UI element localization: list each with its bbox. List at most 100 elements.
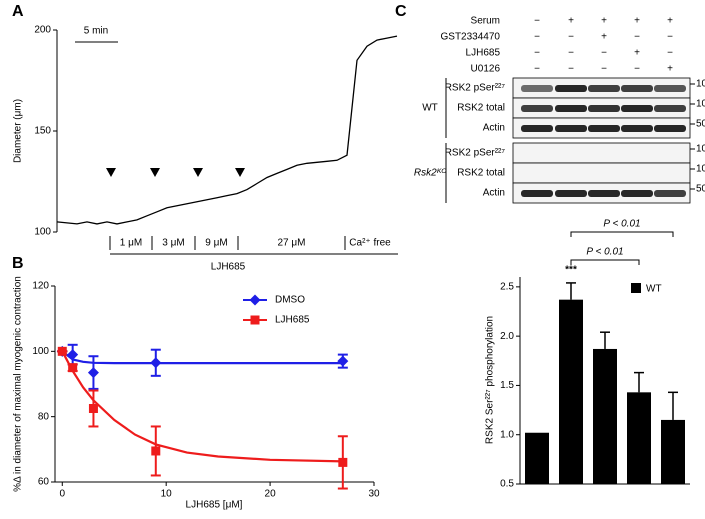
y-tick-label: 60	[38, 477, 50, 488]
x-tick-label: 0	[59, 489, 65, 500]
row-label: Actin	[483, 188, 505, 199]
bar	[559, 299, 583, 484]
blot-band	[588, 125, 620, 132]
x-tick-label: 20	[265, 489, 277, 500]
condition-sign: −	[534, 32, 540, 43]
comparison-label: P < 0.01	[603, 219, 640, 230]
condition-sign: +	[601, 16, 607, 27]
condition-sign: +	[601, 32, 607, 43]
y-axis-label: Diameter (μm)	[13, 99, 24, 163]
condition-sign: −	[667, 48, 673, 59]
y-tick-label: 150	[34, 126, 51, 137]
fit-curve	[61, 350, 343, 463]
mw-marker: 100	[696, 79, 705, 90]
y-tick-label: 120	[32, 281, 49, 292]
row-label: RSK2 pSer²²⁷	[445, 148, 506, 159]
scale-bar-label: 5 min	[84, 26, 108, 37]
bar	[593, 348, 617, 484]
condition-sign: −	[568, 48, 574, 59]
blot-band	[621, 190, 653, 197]
marker	[87, 367, 99, 379]
blot-band	[621, 125, 653, 132]
group-label: WT	[422, 103, 438, 114]
diameter-trace	[56, 35, 398, 225]
fit-curve	[61, 350, 343, 365]
mw-marker: 100	[696, 144, 705, 155]
condition-sign: +	[568, 16, 574, 27]
blot-band	[621, 85, 653, 92]
x-tick-label: 10	[161, 489, 173, 500]
dose-label: 3 μM	[162, 238, 184, 249]
y-tick-label: 100	[34, 227, 51, 238]
x-axis-label: LJH685 [μM]	[186, 500, 243, 511]
mw-marker: 50	[696, 184, 705, 195]
drug-label: LJH685	[211, 262, 246, 273]
comparison-label: P < 0.01	[586, 247, 623, 258]
blot-frame	[512, 162, 691, 184]
blot-band	[521, 190, 553, 197]
condition-sign: −	[601, 64, 607, 75]
condition-sign: +	[634, 48, 640, 59]
y-tick-label: 2.5	[500, 281, 514, 292]
comparison-bracket	[570, 231, 674, 237]
dose-label: 9 μM	[205, 238, 227, 249]
panel-label: B	[12, 255, 24, 272]
condition-sign: −	[534, 64, 540, 75]
marker	[337, 355, 349, 367]
y-tick-label: 80	[38, 411, 50, 422]
y-tick-label: 2.0	[500, 331, 514, 342]
blot-band	[654, 190, 686, 197]
blot-band	[654, 85, 686, 92]
mw-marker: 50	[696, 119, 705, 130]
y-tick-label: 100	[32, 346, 49, 357]
marker	[150, 357, 162, 369]
group-label: Rsk2ᴷᴼ	[414, 168, 447, 179]
comparison-bracket	[570, 259, 640, 265]
panel-label: C	[395, 3, 407, 20]
marker	[250, 315, 260, 325]
y-tick-label: 0.5	[500, 479, 514, 490]
arrowheads	[106, 168, 245, 177]
bar	[525, 432, 549, 484]
washout-label: Ca²⁺ free	[349, 238, 391, 249]
condition-label: LJH685	[466, 48, 501, 59]
y-tick-label: 1.0	[500, 429, 514, 440]
row-label: Actin	[483, 123, 505, 134]
condition-sign: +	[667, 16, 673, 27]
condition-sign: −	[568, 64, 574, 75]
row-label: RSK2 total	[457, 168, 505, 179]
condition-sign: −	[634, 64, 640, 75]
blot-band	[555, 85, 587, 92]
condition-sign: +	[667, 64, 673, 75]
mw-marker: 100	[696, 99, 705, 110]
blot-band	[588, 105, 620, 112]
panel-label: A	[12, 3, 24, 20]
x-tick-label: 30	[368, 489, 380, 500]
y-tick-label: 1.5	[500, 380, 514, 391]
mw-marker: 100	[696, 164, 705, 175]
y-axis-label: RSK2 Ser²²⁷ phosphorylation	[485, 316, 496, 444]
legend-label: DMSO	[275, 295, 305, 306]
blot-band	[521, 105, 553, 112]
condition-sign: −	[634, 32, 640, 43]
blot-band	[555, 125, 587, 132]
condition-sign: −	[568, 32, 574, 43]
blot-frame	[512, 142, 691, 164]
legend-swatch	[631, 283, 641, 293]
marker	[68, 363, 78, 373]
marker	[67, 349, 79, 361]
legend-label: WT	[646, 284, 662, 295]
condition-sign: −	[534, 48, 540, 59]
condition-label: Serum	[471, 16, 500, 27]
marker	[88, 404, 98, 413]
row-label: RSK2 total	[457, 103, 505, 114]
bar	[627, 392, 651, 484]
condition-sign: −	[534, 16, 540, 27]
bar	[661, 419, 685, 484]
blot-band	[521, 125, 553, 132]
condition-sign: −	[667, 32, 673, 43]
blot-band	[588, 85, 620, 92]
marker	[249, 294, 261, 306]
blot-band	[521, 85, 553, 92]
